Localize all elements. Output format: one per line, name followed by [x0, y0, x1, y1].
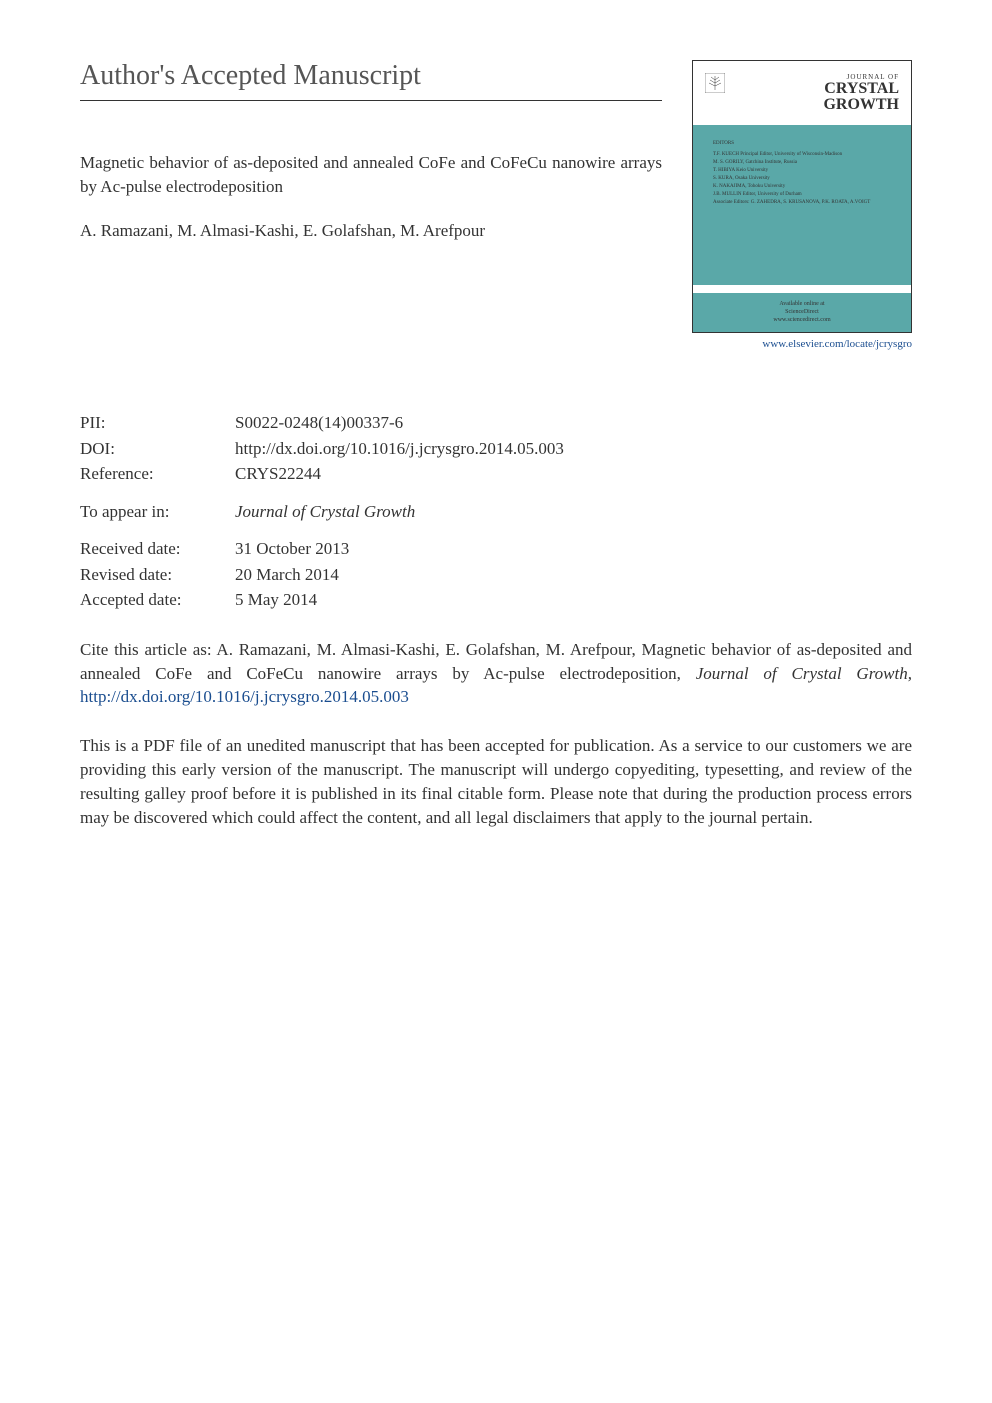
footer-line: Available online at [701, 301, 903, 309]
doi-value[interactable]: http://dx.doi.org/10.1016/j.jcrysgro.201… [235, 436, 912, 462]
journal-thumbnail-container: JOURNAL OF CRYSTAL GROWTH EDITORS T.F. K… [692, 60, 912, 350]
citation-doi-link[interactable]: http://dx.doi.org/10.1016/j.jcrysgro.201… [80, 687, 409, 706]
section-title: Author's Accepted Manuscript [80, 60, 662, 101]
doi-label: DOI: [80, 436, 235, 462]
elsevier-tree-icon [705, 73, 725, 93]
editor-line: K. NAKAJIMA, Tohoku University [713, 183, 891, 191]
revised-row: Revised date: 20 March 2014 [80, 562, 912, 588]
journal-name-2: GROWTH [733, 97, 899, 113]
accepted-label: Accepted date: [80, 587, 235, 613]
article-title: Magnetic behavior of as-deposited and an… [80, 151, 662, 199]
editors-label: EDITORS [713, 140, 891, 148]
footer-line: www.sciencedirect.com [701, 317, 903, 325]
citation-paragraph: Cite this article as: A. Ramazani, M. Al… [80, 638, 912, 709]
editor-line: M. S. GORILY, Gatchina Institute, Russia [713, 159, 891, 167]
thumbnail-header: JOURNAL OF CRYSTAL GROWTH [693, 61, 911, 125]
received-row: Received date: 31 October 2013 [80, 536, 912, 562]
thumbnail-journal-title: JOURNAL OF CRYSTAL GROWTH [733, 73, 899, 113]
pii-value: S0022-0248(14)00337-6 [235, 410, 912, 436]
received-label: Received date: [80, 536, 235, 562]
doi-row: DOI: http://dx.doi.org/10.1016/j.jcrysgr… [80, 436, 912, 462]
editor-line: T. HIBIYA Keio University [713, 167, 891, 175]
appear-value: Journal of Crystal Growth [235, 499, 912, 525]
footer-line: ScienceDirect [701, 309, 903, 317]
left-header: Author's Accepted Manuscript Magnetic be… [80, 60, 692, 242]
appear-row: To appear in: Journal of Crystal Growth [80, 499, 912, 525]
thumbnail-body: EDITORS T.F. KUECH Principal Editor, Uni… [693, 125, 911, 285]
accepted-row: Accepted date: 5 May 2014 [80, 587, 912, 613]
dates-section: Received date: 31 October 2013 Revised d… [80, 536, 912, 613]
citation-journal: Journal of Crystal Growth, [696, 664, 912, 683]
pii-row: PII: S0022-0248(14)00337-6 [80, 410, 912, 436]
editor-line: T.F. KUECH Principal Editor, University … [713, 151, 891, 159]
header-section: Author's Accepted Manuscript Magnetic be… [80, 60, 912, 350]
received-value: 31 October 2013 [235, 536, 912, 562]
editor-line: S. KURA, Osaka University [713, 175, 891, 183]
revised-label: Revised date: [80, 562, 235, 588]
journal-thumbnail: JOURNAL OF CRYSTAL GROWTH EDITORS T.F. K… [692, 60, 912, 333]
disclaimer-paragraph: This is a PDF file of an unedited manusc… [80, 734, 912, 829]
reference-value: CRYS22244 [235, 461, 912, 487]
editor-line: J.B. MULLIN Editor, University of Durham [713, 191, 891, 199]
reference-row: Reference: CRYS22244 [80, 461, 912, 487]
metadata-section: PII: S0022-0248(14)00337-6 DOI: http://d… [80, 410, 912, 613]
editor-line: Associate Editors: G. ZAHEDRA, S. KRUSAN… [713, 199, 891, 207]
authors: A. Ramazani, M. Almasi-Kashi, E. Golafsh… [80, 219, 662, 243]
thumbnail-footer: Available online at ScienceDirect www.sc… [693, 285, 911, 332]
reference-label: Reference: [80, 461, 235, 487]
revised-value: 20 March 2014 [235, 562, 912, 588]
appear-label: To appear in: [80, 499, 235, 525]
pii-label: PII: [80, 410, 235, 436]
journal-url[interactable]: www.elsevier.com/locate/jcrysgro [692, 338, 912, 350]
journal-name-1: CRYSTAL [733, 81, 899, 97]
accepted-value: 5 May 2014 [235, 587, 912, 613]
